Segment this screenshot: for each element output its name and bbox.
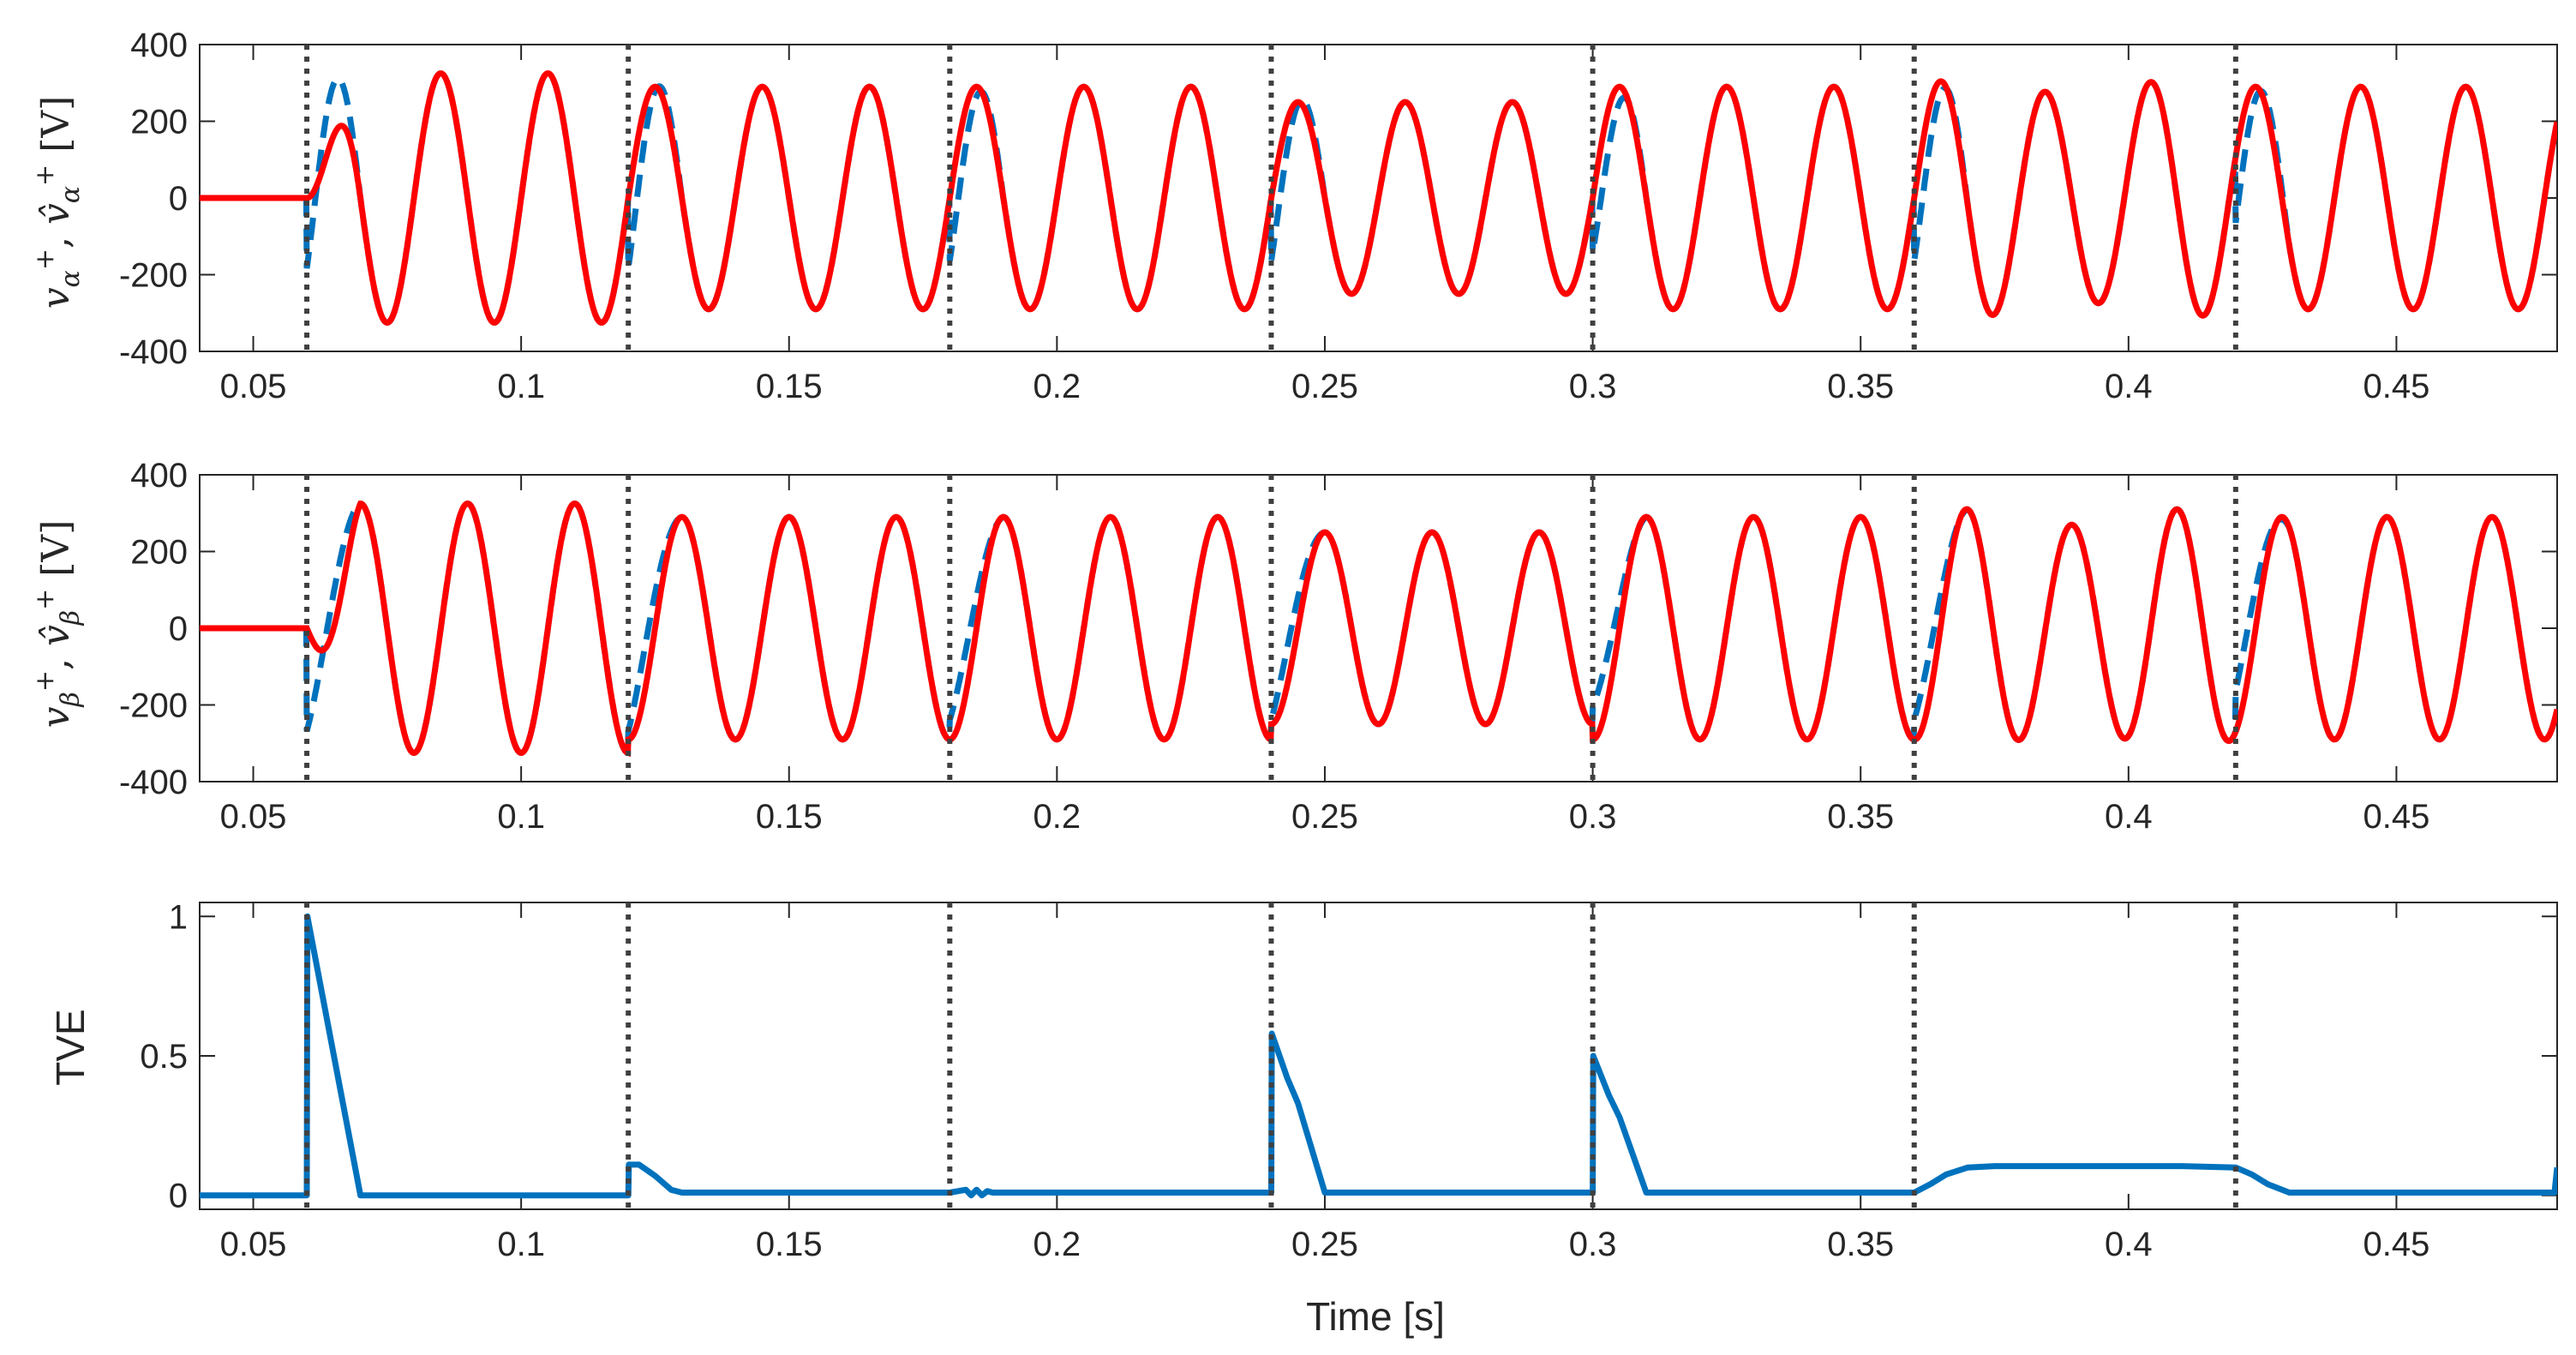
- y-tick-label: -200: [119, 257, 188, 295]
- y-tick-label: 0: [169, 610, 188, 648]
- x-tick-label: 0.05: [220, 1226, 287, 1263]
- plot-area: [200, 913, 2557, 1199]
- tve-panel: TVE Time [s] 0.05 0.1 0.15 0.2 0.25 0.3 0.35 0.…: [48, 898, 2558, 1339]
- alpha-voltage-panel: vα+, v̂α+ [V] 0.05 0.1 0.15 0.2 0.25 0.3 0.35 0…: [30, 27, 2558, 405]
- x-tick-label: 0.4: [2105, 1226, 2153, 1263]
- x-tick-label: 0.4: [2105, 368, 2153, 405]
- x-tick-label: 0.35: [1827, 368, 1894, 405]
- y-tick-label: -400: [119, 764, 188, 801]
- x-tick-label: 0.05: [220, 798, 287, 836]
- x-tick-label: 0.3: [1569, 1226, 1617, 1263]
- y-tick-label: 1: [169, 898, 188, 936]
- beta-voltage-ylabel: vβ+, v̂β+ [V]: [30, 520, 86, 728]
- x-tick-label: 0.15: [756, 798, 823, 836]
- y-tick-label: -200: [119, 687, 188, 725]
- x-tick-label: 0.25: [1291, 368, 1358, 405]
- plot-area: [200, 501, 2557, 758]
- reference-solid-line: [200, 70, 2557, 326]
- y-tick-label: 0.5: [140, 1038, 188, 1076]
- x-tick-label: 0.45: [2363, 1226, 2430, 1263]
- x-tick-label: 0.4: [2105, 798, 2153, 836]
- x-axis-label: Time [s]: [1306, 1294, 1445, 1339]
- y-tick-label: 200: [130, 104, 188, 141]
- x-tick-label: 0.45: [2363, 368, 2430, 405]
- x-tick-label: 0.1: [497, 1226, 545, 1263]
- y-tick-label: 0: [169, 1178, 188, 1215]
- y-tick-label: -400: [119, 333, 188, 371]
- x-tick-label: 0.45: [2363, 798, 2430, 836]
- x-tick-label: 0.3: [1569, 368, 1617, 405]
- y-tick-label: 400: [130, 27, 188, 64]
- alpha-voltage-ylabel: vα+, v̂α+ [V]: [30, 96, 86, 309]
- x-tick-label: 0.3: [1569, 798, 1617, 836]
- x-tick-label: 0.25: [1291, 798, 1358, 836]
- reference-solid-line: [200, 501, 2557, 757]
- x-tick-label: 0.2: [1033, 368, 1081, 405]
- x-tick-label: 0.15: [756, 368, 823, 405]
- tve-ylabel: TVE: [48, 1009, 93, 1085]
- tve-line: [200, 913, 2557, 1199]
- x-tick-label: 0.2: [1033, 798, 1081, 836]
- y-tick-label: 400: [130, 457, 188, 495]
- y-tick-label: 0: [169, 180, 188, 218]
- x-tick-label: 0.2: [1033, 1226, 1081, 1263]
- x-tick-label: 0.35: [1827, 798, 1894, 836]
- beta-voltage-panel: vβ+, v̂β+ [V] 0.05 0.1 0.15 0.2 0.25 0.3 0.35 0…: [30, 457, 2558, 836]
- x-tick-label: 0.15: [756, 1226, 823, 1263]
- x-tick-label: 0.25: [1291, 1226, 1358, 1263]
- x-tick-label: 0.1: [497, 798, 545, 836]
- x-tick-label: 0.1: [497, 368, 545, 405]
- x-tick-label: 0.05: [220, 368, 287, 405]
- x-tick-label: 0.35: [1827, 1226, 1894, 1263]
- y-tick-label: 200: [130, 534, 188, 572]
- plot-area: [200, 70, 2557, 326]
